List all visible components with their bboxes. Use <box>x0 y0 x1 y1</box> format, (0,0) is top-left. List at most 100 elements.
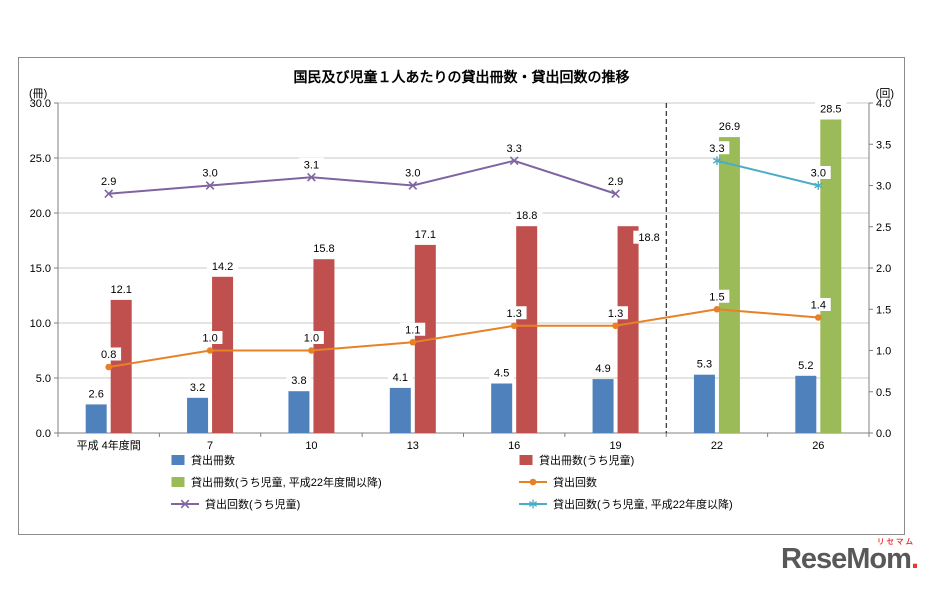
svg-text:4.0: 4.0 <box>876 98 891 110</box>
svg-text:1.0: 1.0 <box>876 346 891 358</box>
chart-legend: 貸出冊数 貸出冊数(うち児童) 貸出冊数(うち児童, 平成22年度間以降) 貸出回数貸… <box>171 452 733 511</box>
legend-line-marker-icon <box>519 478 547 485</box>
resemom-logo: リセマム ReseMom. <box>780 537 919 576</box>
svg-text:1.0: 1.0 <box>304 333 319 345</box>
legend-item-1: 貸出冊数(うち児童) <box>519 452 733 467</box>
bar <box>212 276 234 433</box>
bar <box>718 137 740 433</box>
left-axis-unit-label: (冊) <box>29 88 48 100</box>
bar <box>795 375 817 433</box>
svg-text:15.8: 15.8 <box>313 243 334 255</box>
logo-dot: . <box>910 543 919 575</box>
axis-tick-labels: 0.05.010.015.020.025.030.00.00.51.01.52.… <box>30 98 892 452</box>
bar <box>617 226 639 433</box>
svg-text:3.0: 3.0 <box>202 168 217 180</box>
legend-label: 貸出回数(うち児童, 平成22年度以降) <box>553 498 733 511</box>
line-series-1 <box>104 156 620 199</box>
svg-text:26.9: 26.9 <box>719 121 740 133</box>
svg-text:1.5: 1.5 <box>876 304 891 316</box>
legend-line-marker-icon <box>171 499 199 508</box>
bar-series-0 <box>85 374 817 433</box>
bar <box>516 226 538 433</box>
bar <box>820 119 842 433</box>
svg-text:2.6: 2.6 <box>89 388 104 400</box>
svg-text:1.1: 1.1 <box>405 324 420 336</box>
svg-text:19: 19 <box>609 440 621 452</box>
bar <box>85 404 107 433</box>
svg-text:0.5: 0.5 <box>876 387 891 399</box>
legend-item-3: 貸出回数 <box>519 474 733 489</box>
svg-text:3.0: 3.0 <box>811 168 826 180</box>
legend-item-4: 貸出回数(うち児童) <box>171 496 519 511</box>
chart-plot-area: 0.05.010.015.020.025.030.00.00.51.01.52.… <box>30 98 892 452</box>
legend-bar-swatch-icon <box>519 454 533 465</box>
svg-text:3.3: 3.3 <box>709 143 724 155</box>
logo-katakana-text: リセマム <box>877 537 915 546</box>
svg-text:0.0: 0.0 <box>36 428 51 440</box>
bar <box>491 383 513 433</box>
right-axis-unit-label: (回) <box>875 88 894 100</box>
svg-text:2.5: 2.5 <box>876 222 891 234</box>
legend-bar-swatch-icon <box>171 476 185 487</box>
bar <box>288 391 310 433</box>
svg-text:28.5: 28.5 <box>820 104 841 116</box>
svg-text:25.0: 25.0 <box>30 153 51 165</box>
chart-title: 国民及び児童１人あたりの貸出冊数・貸出回数の推移 <box>293 69 630 85</box>
svg-text:22: 22 <box>711 440 723 452</box>
svg-text:2.9: 2.9 <box>101 176 116 188</box>
svg-text:26: 26 <box>812 440 824 452</box>
svg-text:3.1: 3.1 <box>304 159 319 171</box>
svg-text:17.1: 17.1 <box>415 229 436 241</box>
logo-wordmark: ReseMom <box>780 543 912 575</box>
svg-text:10.0: 10.0 <box>30 318 51 330</box>
bar-series-1 <box>110 226 639 433</box>
bar-series-2 <box>718 119 842 433</box>
svg-text:1.3: 1.3 <box>507 308 522 320</box>
legend-item-2: 貸出冊数(うち児童, 平成22年度間以降) <box>171 474 519 489</box>
bar <box>693 374 715 433</box>
legend-label: 貸出回数 <box>553 476 597 489</box>
logo-wrap: リセマム ReseMom. <box>780 537 919 576</box>
svg-text:12.1: 12.1 <box>110 284 131 296</box>
svg-text:5.0: 5.0 <box>36 373 51 385</box>
svg-text:7: 7 <box>207 440 213 452</box>
svg-text:1.4: 1.4 <box>811 300 826 312</box>
svg-text:3.5: 3.5 <box>876 139 891 151</box>
svg-text:4.9: 4.9 <box>595 363 610 375</box>
svg-text:14.2: 14.2 <box>212 261 233 273</box>
legend-label: 貸出冊数(うち児童, 平成22年度間以降) <box>191 476 382 489</box>
svg-text:3.3: 3.3 <box>507 143 522 155</box>
legend-label: 貸出冊数 <box>191 454 235 467</box>
svg-text:0.0: 0.0 <box>876 428 891 440</box>
svg-text:2.9: 2.9 <box>608 176 623 188</box>
bar <box>187 397 209 433</box>
legend-line-marker-icon <box>519 499 547 508</box>
svg-text:4.1: 4.1 <box>393 372 408 384</box>
svg-text:2.0: 2.0 <box>876 263 891 275</box>
bar <box>592 379 614 433</box>
data-labels: 2.6 3.2 3.8 4.1 4.5 4.9 5.3 5.2 12.1 14.2 15.8 17.1… <box>83 102 847 400</box>
bar <box>110 299 132 433</box>
legend-label: 貸出回数(うち児童) <box>205 498 301 511</box>
svg-text:1.3: 1.3 <box>608 308 623 320</box>
svg-text:15.0: 15.0 <box>30 263 51 275</box>
svg-text:1.0: 1.0 <box>202 333 217 345</box>
bar <box>414 244 436 433</box>
svg-text:10: 10 <box>305 440 317 452</box>
svg-text:4.5: 4.5 <box>494 368 509 380</box>
svg-text:18.8: 18.8 <box>516 210 537 222</box>
bar <box>389 387 411 433</box>
svg-text:16: 16 <box>508 440 520 452</box>
chart-frame: 国民及び児童１人あたりの貸出冊数・貸出回数の推移 (冊) (回) 0.0 5.0 1… <box>18 57 905 535</box>
svg-text:5.3: 5.3 <box>697 359 712 371</box>
legend-item-5: 貸出回数(うち児童, 平成22年度以降) <box>519 496 733 511</box>
svg-text:3.2: 3.2 <box>190 382 205 394</box>
svg-text:18.8: 18.8 <box>638 232 659 244</box>
legend-bar-swatch-icon <box>171 454 185 465</box>
svg-text:3.0: 3.0 <box>405 168 420 180</box>
line-series-2 <box>712 156 823 190</box>
bar <box>313 259 335 433</box>
svg-text:3.0: 3.0 <box>876 181 891 193</box>
svg-text:5.2: 5.2 <box>798 360 813 372</box>
svg-text:3.8: 3.8 <box>291 375 306 387</box>
